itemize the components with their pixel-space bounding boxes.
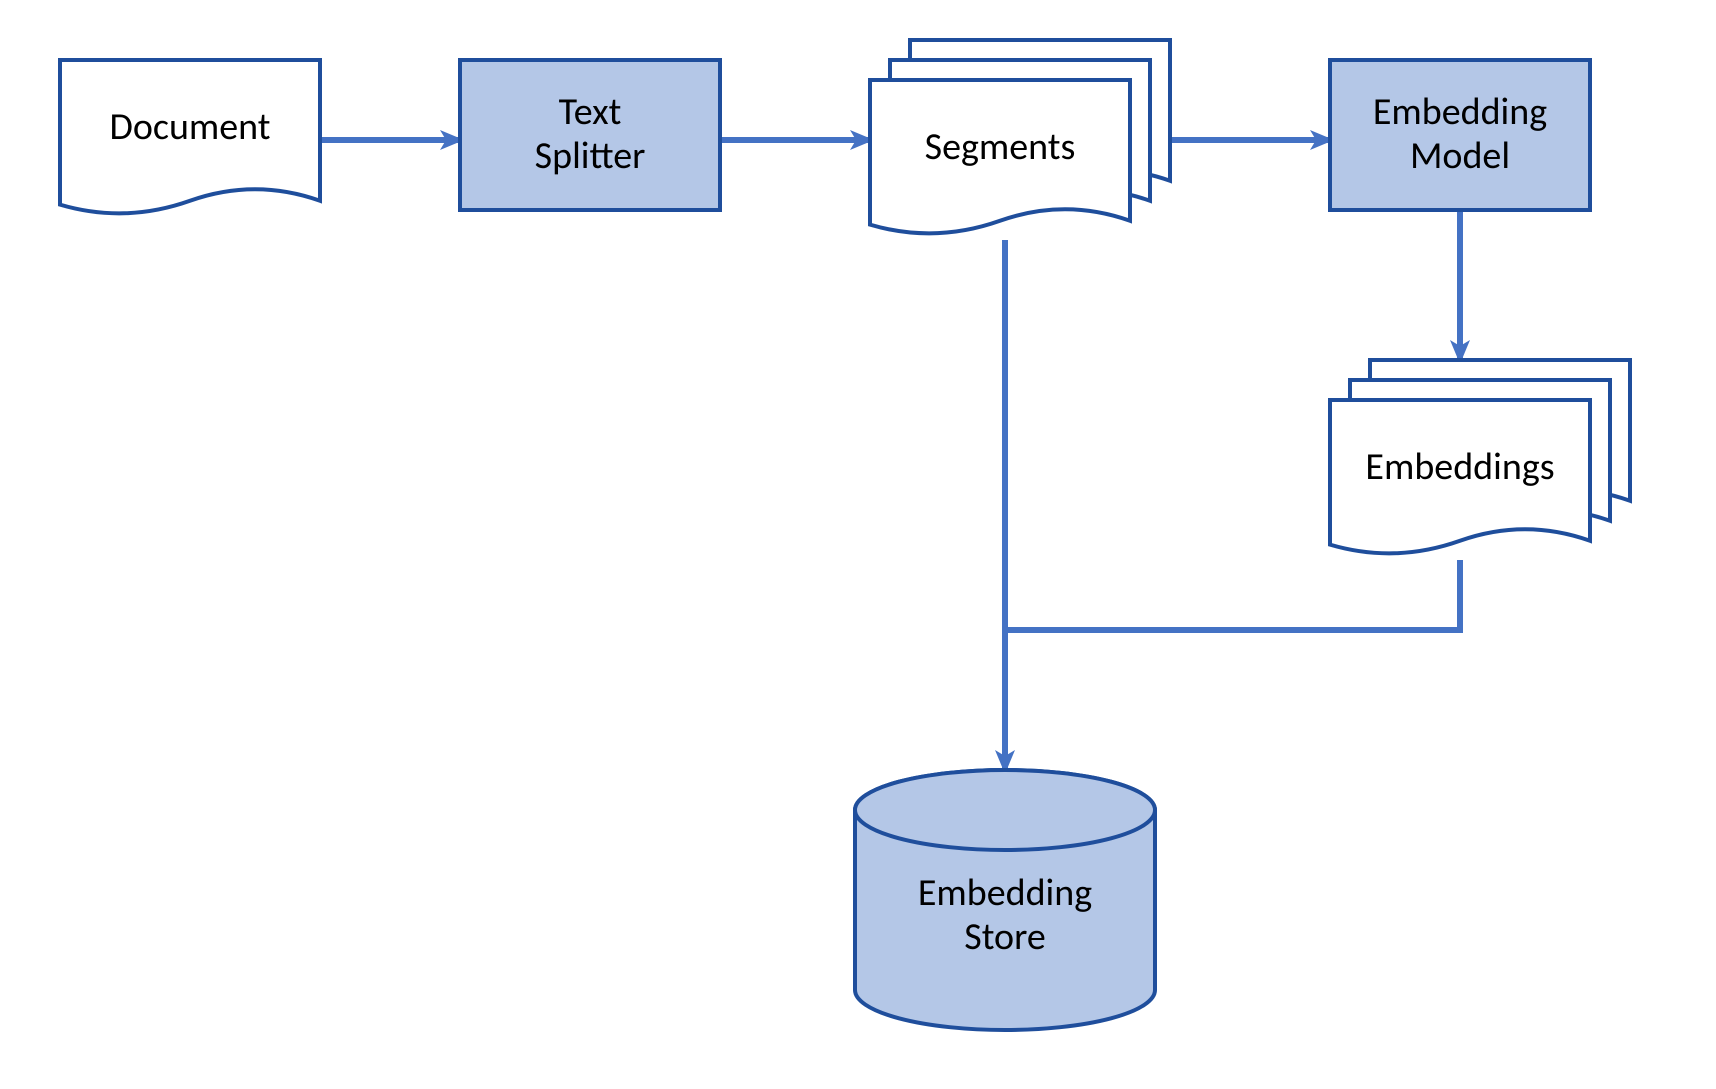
node-embeddings: Embeddings [1330, 360, 1630, 553]
node-embedding_store: EmbeddingStore [855, 770, 1155, 1030]
flowchart-canvas: DocumentTextSplitterSegmentsEmbeddingMod… [0, 0, 1716, 1089]
node-embedding_model: EmbeddingModel [1330, 60, 1590, 210]
label-text_splitter-line2: Splitter [535, 133, 646, 179]
label-embedding_model-line2: Model [1410, 133, 1510, 179]
arrow-embeddings-to-merge [1005, 560, 1460, 630]
label-text_splitter-line1: Text [559, 89, 622, 135]
node-document: Document [60, 60, 320, 213]
nodes-layer: DocumentTextSplitterSegmentsEmbeddingMod… [60, 40, 1630, 1030]
node-text_splitter: TextSplitter [460, 60, 720, 210]
label-document: Document [109, 104, 270, 150]
label-embedding_store-line2: Store [964, 914, 1046, 960]
node-segments: Segments [870, 40, 1170, 233]
label-segments: Segments [925, 124, 1076, 170]
label-embedding_model-line1: Embedding [1373, 89, 1547, 135]
label-embeddings: Embeddings [1365, 444, 1554, 490]
arrows-layer [320, 140, 1460, 770]
label-embedding_store-line1: Embedding [918, 870, 1092, 916]
